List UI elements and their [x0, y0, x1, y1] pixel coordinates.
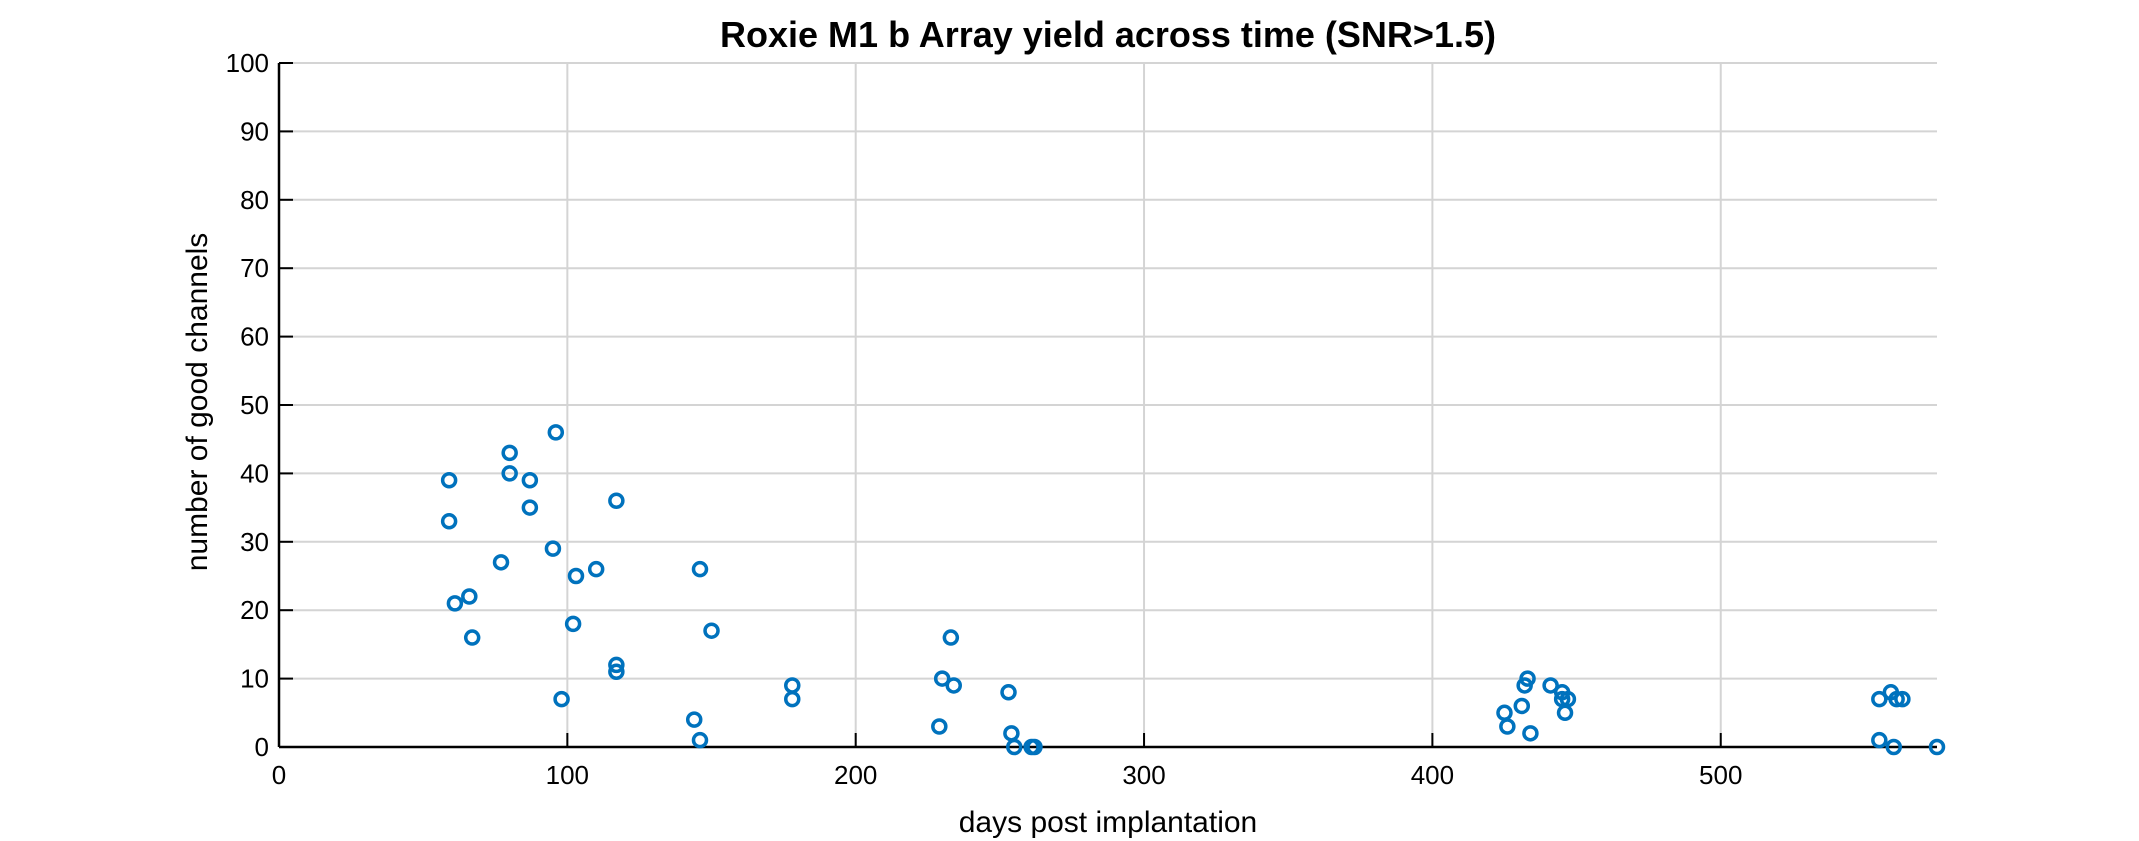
data-point [1026, 738, 1043, 756]
data-point [1871, 690, 1888, 708]
ticks: 0 10 20 30 40 50 60 70 80 90 100 0 100 200 300 400 500 [226, 48, 1743, 790]
data-point [608, 663, 625, 681]
y-tick-label: 40 [240, 458, 269, 488]
data-point [1522, 725, 1539, 742]
chart-title: Roxie M1 b Array yield across time (SNR>… [720, 14, 1496, 55]
y-tick-label: 30 [240, 527, 269, 557]
data-point [1003, 725, 1020, 742]
data-point [1496, 704, 1513, 722]
data-point [564, 615, 582, 633]
data-point [492, 554, 510, 571]
x-axis-label: days post implantation [959, 806, 1258, 839]
data-point [501, 444, 518, 462]
data-point [1499, 718, 1516, 735]
y-tick-label: 70 [240, 253, 269, 283]
data-point [1885, 738, 1902, 756]
data-point [1542, 677, 1559, 694]
y-tick-label: 60 [240, 322, 269, 352]
y-tick-label: 10 [240, 664, 269, 694]
data-point [608, 492, 625, 510]
data-point [1888, 690, 1905, 708]
data-point [463, 629, 481, 646]
data-point [587, 560, 605, 578]
data-point [440, 513, 458, 530]
data-point [1000, 684, 1017, 701]
data-point [685, 711, 703, 728]
data-point [942, 629, 960, 646]
x-tick-label: 300 [1122, 760, 1165, 790]
data-points [440, 424, 1946, 756]
y-tick-label: 50 [240, 390, 269, 420]
x-tick-label: 200 [834, 760, 877, 790]
data-point [691, 560, 709, 578]
x-tick-label: 100 [546, 760, 589, 790]
data-point [1871, 731, 1888, 749]
data-point [703, 622, 720, 639]
x-tick-label: 500 [1699, 760, 1742, 790]
data-point [521, 471, 539, 489]
data-point [521, 499, 539, 516]
data-point [1894, 690, 1911, 708]
data-point [933, 670, 951, 687]
data-point [461, 588, 478, 605]
data-point [1513, 697, 1531, 715]
data-point [784, 690, 801, 708]
data-point [931, 718, 948, 735]
data-point [440, 471, 458, 489]
data-point [547, 424, 565, 441]
data-point [608, 656, 625, 674]
data-point [553, 690, 570, 708]
data-point [446, 595, 464, 612]
x-tick-label: 400 [1411, 760, 1454, 790]
data-point [567, 567, 585, 585]
data-point [1519, 670, 1536, 687]
data-point [691, 731, 709, 749]
y-axis-label: number of good channels [181, 233, 214, 572]
data-point [501, 465, 518, 482]
data-point [544, 540, 562, 557]
y-tick-label: 100 [226, 48, 269, 78]
grid [279, 62, 1937, 747]
y-tick-label: 90 [240, 116, 269, 146]
data-point [1559, 690, 1577, 708]
y-tick-label: 80 [240, 185, 269, 215]
y-tick-label: 20 [240, 595, 269, 625]
data-point [1556, 704, 1574, 722]
data-point [1928, 738, 1946, 756]
x-tick-label: 0 [272, 760, 286, 790]
y-tick-label: 0 [255, 732, 269, 762]
data-point [784, 677, 801, 694]
data-point [945, 677, 962, 694]
data-point [1006, 738, 1023, 756]
